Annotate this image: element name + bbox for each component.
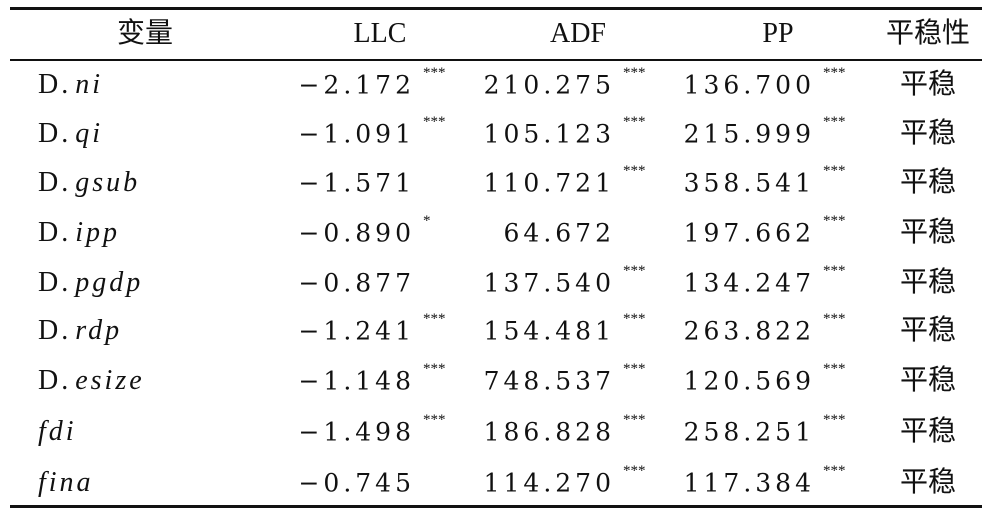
value: 154.481 [483,316,615,346]
value: −0.745 [298,468,415,498]
significance: *** [423,65,446,81]
var-prefix: D. [38,69,72,100]
variable: D. ni [38,71,103,99]
value: −1.571 [298,168,415,198]
variable: D. qi [38,120,103,148]
var-name: gsub [75,167,141,198]
significance: *** [423,311,446,327]
value: −0.890 [298,218,415,248]
significance: *** [823,213,846,229]
var-name: fdi [38,416,77,447]
value: 197.662 [683,218,815,248]
value: −2.172 [298,70,415,100]
significance: *** [623,412,646,428]
var-name: esize [75,365,145,396]
significance: *** [623,114,646,130]
result: 平稳 [899,315,957,346]
result: 平稳 [899,416,957,447]
result: 平稳 [899,267,957,298]
var-name: rdp [75,315,123,346]
value: 120.569 [683,366,815,396]
variable: fina [38,469,94,497]
significance: *** [623,463,646,479]
var-prefix: D. [38,217,72,248]
top-rule [10,7,982,10]
significance: *** [823,65,846,81]
significance: *** [823,412,846,428]
value: 263.822 [683,316,815,346]
value: 105.123 [483,119,615,149]
value: −1.091 [298,119,415,149]
header-rule [10,59,982,61]
significance: *** [823,114,846,130]
result: 平稳 [899,69,957,100]
value: 136.700 [683,70,815,100]
var-prefix: D. [38,267,72,298]
value: −1.241 [298,316,415,346]
var-prefix: D. [38,167,72,198]
significance: *** [623,163,646,179]
value: −1.148 [298,366,415,396]
var-prefix: D. [38,315,72,346]
value: 114.270 [483,468,615,498]
value: 110.721 [483,168,615,198]
significance: *** [423,412,446,428]
header-cell: PP [762,18,794,49]
significance: *** [623,311,646,327]
value: 215.999 [683,119,815,149]
result: 平稳 [899,217,957,248]
value: 137.540 [483,268,615,298]
header-cell: 变量 [116,18,174,49]
var-name: qi [75,118,104,149]
significance: *** [823,263,846,279]
header-cell: 平稳性 [885,18,971,49]
value: 64.672 [503,218,615,248]
result: 平稳 [899,365,957,396]
significance: *** [623,65,646,81]
var-name: fina [38,467,94,498]
value: 117.384 [683,468,815,498]
significance: *** [823,463,846,479]
value: −0.877 [298,268,415,298]
significance: *** [623,361,646,377]
variable: D. gsub [38,169,140,197]
significance: *** [823,163,846,179]
var-name: ni [75,69,104,100]
value: 210.275 [483,70,615,100]
significance: * [423,213,431,229]
significance: *** [423,114,446,130]
variable: fdi [38,418,77,446]
var-prefix: D. [38,365,72,396]
var-name: ipp [75,217,121,248]
var-prefix: D. [38,118,72,149]
variable: D. pgdp [38,269,143,297]
variable: D. ipp [38,219,120,247]
header-cell: LLC [353,18,407,49]
significance: *** [423,361,446,377]
var-name: pgdp [75,267,144,298]
value: 134.247 [683,268,815,298]
result: 平稳 [899,467,957,498]
result: 平稳 [899,118,957,149]
header-cell: ADF [549,18,607,49]
significance: *** [623,263,646,279]
value: −1.498 [298,417,415,447]
significance: *** [823,311,846,327]
bottom-rule [10,505,982,508]
significance: *** [823,361,846,377]
variable: D. esize [38,367,145,395]
value: 186.828 [483,417,615,447]
value: 258.251 [683,417,815,447]
value: 358.541 [683,168,815,198]
result: 平稳 [899,167,957,198]
variable: D. rdp [38,317,122,345]
value: 748.537 [483,366,615,396]
